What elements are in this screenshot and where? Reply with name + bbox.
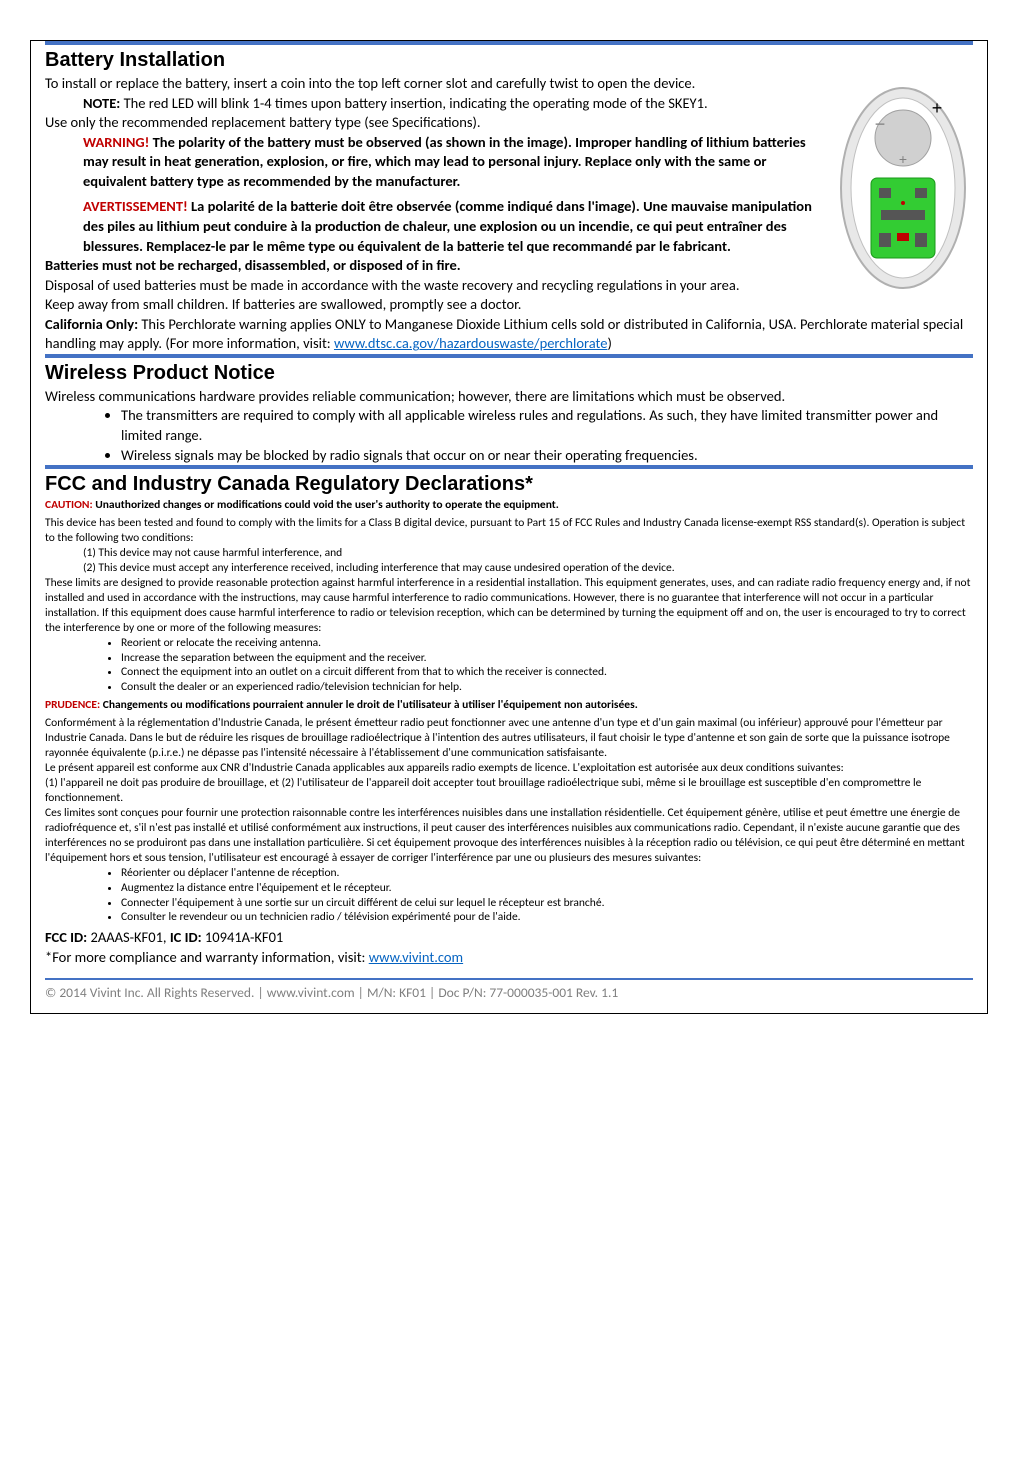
caution-line: CAUTION: Unauthorized changes or modific…	[45, 498, 973, 513]
more-info: *For more compliance and warranty inform…	[45, 948, 973, 968]
list-item: Reorient or relocate the receiving anten…	[121, 636, 973, 651]
list-item: The transmitters are required to comply …	[121, 406, 973, 445]
svg-text:+: +	[899, 151, 907, 167]
footer-copyright: © 2014 Vivint Inc. All Rights Reserved.	[45, 984, 254, 1001]
list-item: Increase the separation between the equi…	[121, 651, 973, 666]
note-text: The red LED will blink 1-4 times upon ba…	[120, 94, 707, 112]
device-image: + − +	[833, 78, 973, 298]
footer-mn: M/N: KF01	[367, 984, 426, 1001]
fcc-id-val: 2AAAS-KF01,	[87, 928, 170, 946]
list-item: Réorienter ou déplacer l'antenne de réce…	[121, 866, 973, 881]
heading-fcc: FCC and Industry Canada Regulatory Decla…	[45, 473, 973, 496]
ca-close: )	[607, 334, 611, 352]
footer-sep: |	[355, 984, 367, 1001]
list-item: Connecter l'équipement à une sortie sur …	[121, 896, 973, 911]
fr-p2: Le présent appareil est conforme aux CNR…	[45, 761, 973, 776]
footer-sep: |	[426, 984, 438, 1001]
keyfob-svg: + − +	[833, 78, 973, 298]
section-rule	[45, 465, 973, 469]
fcc-n2: (2) This device must accept any interfer…	[45, 561, 973, 576]
prudence-label: PRUDENCE:	[45, 698, 100, 712]
prudence-text: Changements ou modifications pourraient …	[100, 698, 638, 712]
wireless-intro: Wireless communications hardware provide…	[45, 387, 973, 407]
list-item: Consult the dealer or an experienced rad…	[121, 680, 973, 695]
section-rule	[45, 354, 973, 358]
fcc-p1: This device has been tested and found to…	[45, 516, 973, 546]
list-item: Connect the equipment into an outlet on …	[121, 665, 973, 680]
more-info-text: *For more compliance and warranty inform…	[45, 948, 369, 966]
fr-p4: Ces limites sont conçues pour fournir un…	[45, 806, 973, 866]
fr-p1: Conformément à la réglementation d'Indus…	[45, 716, 973, 761]
svg-text:−: −	[875, 114, 886, 134]
footer-site: www.vivint.com	[267, 984, 355, 1001]
heading-battery: Battery Installation	[45, 49, 973, 72]
warning-text: The polarity of the battery must be obse…	[83, 133, 806, 190]
heading-wireless: Wireless Product Notice	[45, 362, 973, 385]
california-block: California Only: This Perchlorate warnin…	[45, 315, 973, 354]
avert-text: La polarité de la batterie doit être obs…	[83, 197, 812, 254]
ca-label: California Only:	[45, 315, 138, 333]
fcc-n1: (1) This device may not cause harmful in…	[45, 546, 973, 561]
fcc-id-label: FCC ID:	[45, 928, 87, 946]
prudence-line: PRUDENCE: Changements ou modifications p…	[45, 698, 973, 713]
fcc-measures: Reorient or relocate the receiving anten…	[45, 636, 973, 696]
fcc-ids: FCC ID: 2AAAS-KF01, IC ID: 10941A-KF01	[45, 928, 973, 948]
list-item: Consulter le revendeur ou un technicien …	[121, 910, 973, 925]
fcc-p2: These limits are designed to provide rea…	[45, 576, 973, 636]
note-label: NOTE:	[83, 94, 120, 112]
avert-label: AVERTISSEMENT!	[83, 197, 188, 215]
footer-sep: |	[254, 984, 266, 1001]
fr-p3: (1) l'appareil ne doit pas produire de b…	[45, 776, 973, 806]
fr-measures: Réorienter ou déplacer l'antenne de réce…	[45, 866, 973, 926]
warning-label: WARNING!	[83, 133, 149, 151]
footer: © 2014 Vivint Inc. All Rights Reserved. …	[45, 978, 973, 1001]
svg-text:+: +	[932, 98, 943, 118]
ic-id-label: IC ID:	[170, 928, 202, 946]
wireless-bullets: The transmitters are required to comply …	[45, 406, 973, 465]
footer-doc: Doc P/N: 77-000035-001 Rev. 1.1	[438, 984, 618, 1001]
list-item: Augmentez la distance entre l'équipement…	[121, 881, 973, 896]
keep-away: Keep away from small children. If batter…	[45, 295, 973, 315]
section-rule	[45, 41, 973, 45]
caution-text: Unauthorized changes or modifications co…	[93, 498, 559, 512]
more-info-link[interactable]: www.vivint.com	[369, 948, 463, 966]
page-border: Battery Installation + − + To install or…	[30, 40, 988, 1014]
caution-label: CAUTION:	[45, 498, 93, 512]
ic-id-val: 10941A-KF01	[202, 928, 284, 946]
list-item: Wireless signals may be blocked by radio…	[121, 446, 973, 466]
ca-link[interactable]: www.dtsc.ca.gov/hazardouswaste/perchlora…	[334, 334, 608, 352]
